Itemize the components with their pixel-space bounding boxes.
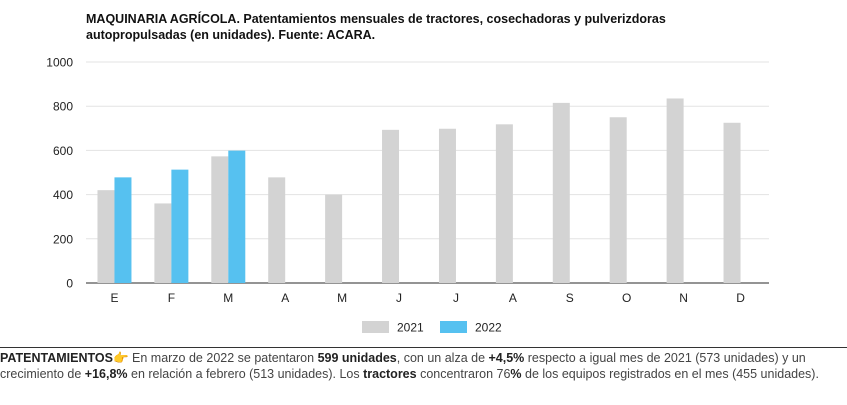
bars bbox=[97, 98, 741, 284]
bar-2021-8 bbox=[552, 102, 570, 283]
legend: 2021 2022 bbox=[362, 321, 502, 335]
x-tick-label: J bbox=[453, 291, 459, 305]
legend-swatch-2022 bbox=[440, 321, 467, 333]
legend-label-2022: 2022 bbox=[475, 321, 502, 335]
x-tick-label: A bbox=[509, 291, 517, 305]
bar-2021-10 bbox=[666, 98, 684, 283]
y-tick-label: 800 bbox=[53, 100, 73, 114]
x-tick-label: D bbox=[736, 291, 745, 305]
caption-text-5: concentraron 76 bbox=[416, 367, 511, 381]
x-tick-label: M bbox=[223, 291, 233, 305]
caption-text-3: respecto a igual mes de 2021 (573 unidad… bbox=[0, 351, 806, 381]
y-tick-label: 1000 bbox=[46, 56, 73, 70]
caption-mom: +16,8% bbox=[84, 367, 128, 381]
y-tick-label: 400 bbox=[53, 188, 73, 202]
caption-tractores: tractores bbox=[363, 367, 417, 381]
y-tick-label: 600 bbox=[53, 144, 73, 158]
x-tick-label: S bbox=[566, 291, 574, 305]
caption-text-2: , con un alza de bbox=[396, 351, 489, 365]
chart-title: MAQUINARIA AGRÍCOLA. Patentamientos mens… bbox=[86, 12, 666, 42]
caption: PATENTAMIENTOS👉 En marzo de 2022 se pate… bbox=[0, 350, 845, 382]
x-tick-label: E bbox=[110, 291, 118, 305]
bar-2022-2 bbox=[228, 150, 246, 283]
caption-text-4: en relación a febrero (513 unidades). Lo… bbox=[127, 367, 364, 381]
bar-2021-3 bbox=[268, 177, 286, 283]
bar-chart: 0 200 400 600 800 1000 E F M A M J J A S O N D 2021 2022 bbox=[46, 56, 769, 335]
x-tick-label: O bbox=[622, 291, 631, 305]
bar-2022-1 bbox=[171, 169, 189, 283]
bar-2021-11 bbox=[723, 122, 741, 284]
bar-2021-0 bbox=[97, 190, 115, 283]
caption-lead: PATENTAMIENTOS bbox=[0, 351, 113, 365]
caption-text-1: En marzo de 2022 se patentaron bbox=[128, 351, 318, 365]
caption-percent: % bbox=[510, 367, 522, 381]
caption-units: 599 unidades bbox=[317, 351, 397, 365]
caption-text-6: de los equipos registrados en el mes (45… bbox=[521, 367, 819, 381]
gridlines bbox=[86, 61, 769, 284]
bar-2021-6 bbox=[438, 128, 456, 283]
x-tick-label: A bbox=[281, 291, 289, 305]
y-axis-ticks: 0 200 400 600 800 1000 bbox=[46, 56, 73, 291]
x-tick-label: J bbox=[396, 291, 402, 305]
bar-2022-0 bbox=[114, 177, 132, 283]
y-tick-label: 0 bbox=[66, 277, 73, 291]
y-tick-label: 200 bbox=[53, 232, 73, 246]
caption-yoy: +4,5% bbox=[488, 351, 525, 365]
bar-2021-1 bbox=[154, 203, 172, 283]
bar-2021-9 bbox=[609, 117, 627, 283]
legend-swatch-2021 bbox=[362, 321, 389, 333]
bar-2021-4 bbox=[325, 194, 343, 283]
bar-2021-7 bbox=[495, 124, 513, 284]
bar-2021-2 bbox=[211, 156, 229, 283]
x-tick-label: F bbox=[168, 291, 175, 305]
caption-divider bbox=[0, 347, 847, 348]
pointing-hand-icon: 👉 bbox=[112, 351, 129, 365]
x-tick-label: M bbox=[337, 291, 347, 305]
x-tick-label: N bbox=[679, 291, 688, 305]
bar-2021-5 bbox=[382, 129, 400, 283]
legend-label-2021: 2021 bbox=[397, 321, 424, 335]
